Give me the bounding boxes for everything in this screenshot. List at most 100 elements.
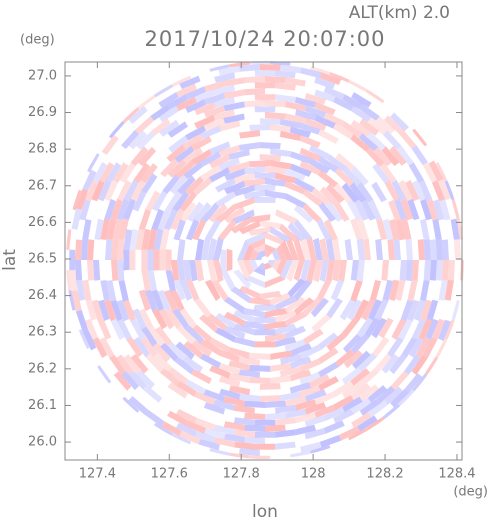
echo-cell [179, 75, 201, 90]
echo-cell [265, 244, 277, 253]
echo-cell [333, 183, 352, 203]
echo-cell [342, 94, 363, 110]
echo-cell [350, 260, 359, 281]
echo-cell [191, 135, 212, 151]
echo-cell [323, 86, 345, 100]
echo-cell [351, 412, 372, 428]
echo-cell [179, 279, 193, 301]
echo-cell [275, 417, 297, 426]
echo-cell [276, 244, 287, 260]
echo-cell [94, 365, 112, 386]
echo-cell [151, 208, 165, 231]
echo-cell [398, 129, 417, 149]
echo-cell [284, 180, 306, 195]
echo-cell [208, 203, 228, 223]
echo-cell [234, 441, 255, 450]
echo-cell [93, 260, 101, 281]
echo-cell [216, 204, 236, 223]
echo-cell [232, 209, 255, 224]
echo-cell [348, 77, 369, 92]
echo-cell [376, 385, 396, 404]
echo-cell [173, 219, 186, 241]
echo-cell [314, 102, 336, 116]
echo-cell [299, 135, 321, 148]
echo-cell [299, 344, 322, 360]
echo-cell [144, 409, 165, 427]
echo-cell [243, 400, 265, 408]
echo-cell [148, 326, 165, 347]
echo-cell [394, 198, 407, 220]
echo-cell [265, 166, 286, 175]
echo-cell [254, 82, 276, 89]
echo-cell [175, 160, 195, 179]
echo-cell [302, 203, 322, 223]
echo-cell [183, 161, 204, 179]
echo-cell [426, 199, 439, 221]
echo-cell [405, 180, 420, 202]
echo-cell [228, 452, 250, 459]
echo-cell [116, 198, 130, 221]
echo-cell [239, 64, 260, 72]
echo-cell [447, 260, 455, 281]
echo-cell [350, 383, 371, 401]
echo-cell [398, 180, 413, 202]
echo-cell [128, 130, 147, 150]
echo-cell [303, 189, 323, 207]
echo-cell [265, 412, 286, 420]
echo-cell [185, 219, 200, 241]
echo-cell [338, 426, 360, 441]
echo-cell [152, 190, 168, 212]
echo-cell [184, 176, 204, 195]
echo-cell [286, 238, 299, 260]
echo-cell [66, 228, 72, 250]
echo-cell [323, 420, 345, 434]
echo-cell [204, 80, 226, 92]
echo-cell [265, 424, 286, 432]
echo-cell [194, 202, 212, 222]
echo-cell [233, 184, 255, 197]
echo-cell [123, 180, 139, 201]
echo-cell [299, 122, 321, 135]
echo-cell [290, 343, 312, 357]
echo-cell [259, 290, 282, 300]
echo-cell [309, 144, 330, 160]
echo-cell [393, 239, 401, 260]
echo-cell [223, 89, 245, 99]
echo-cell [395, 279, 406, 301]
echo-cell [129, 229, 139, 250]
echo-cell [130, 319, 146, 340]
echo-cell [400, 299, 414, 322]
echo-cell [118, 280, 129, 302]
echo-cell [104, 180, 118, 202]
echo-cell [361, 299, 376, 321]
echo-cell [138, 209, 151, 231]
echo-cell [142, 385, 163, 403]
echo-cell [224, 433, 246, 443]
echo-cell [238, 142, 260, 151]
echo-cell [128, 105, 148, 124]
echo-cell [450, 218, 460, 240]
echo-cell [158, 105, 179, 122]
echo-cell [215, 190, 236, 208]
echo-cell [417, 239, 425, 260]
echo-cell [191, 340, 212, 357]
echo-cell [117, 318, 132, 340]
echo-cell [425, 318, 439, 340]
echo-cell [228, 347, 250, 359]
echo-cell [342, 121, 363, 138]
echo-cell [389, 354, 407, 375]
echo-cell [368, 299, 382, 321]
echo-cell [341, 367, 362, 385]
echo-cell [248, 160, 271, 168]
echo-cell [344, 238, 353, 260]
echo-cell [82, 329, 97, 351]
echo-cell [422, 162, 438, 183]
echo-cell [248, 297, 271, 306]
echo-cell [233, 336, 256, 348]
echo-cell [233, 269, 251, 290]
echo-cell [132, 190, 147, 212]
echo-cell [176, 422, 197, 437]
echo-cell [101, 134, 119, 155]
echo-cell [285, 408, 307, 419]
echo-cell [325, 260, 335, 282]
